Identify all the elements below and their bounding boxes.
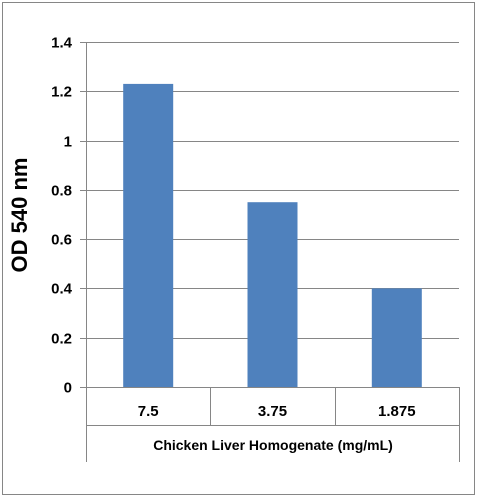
bar [371,288,422,387]
x-axis-title: Chicken Liver Homogenate (mg/mL) [153,437,393,453]
x-tick-label: 3.75 [258,403,287,420]
y-tick-label: 1.2 [51,84,72,101]
y-tick-label: 0.2 [51,331,72,348]
y-tick-labels: 0 0.2 0.4 0.6 0.8 1 1.2 1.4 [51,35,73,397]
bar [247,202,298,387]
chart-frame [2,2,475,495]
axes [80,42,460,462]
y-tick-label: 0.6 [51,232,72,249]
y-tick-label: 0.8 [51,183,72,200]
y-tick-label: 1 [64,134,72,151]
y-tick-label: 1.4 [51,35,73,52]
y-axis-title: OD 540 nm [7,158,32,273]
x-tick-label: 7.5 [138,403,159,420]
bar-series [123,83,422,388]
x-tick-label: 1.875 [378,403,416,420]
bar [123,83,174,388]
y-tick-label: 0.4 [51,281,73,298]
x-tick-labels: 7.5 3.75 1.875 [138,403,416,420]
y-tick-label: 0 [64,380,72,397]
